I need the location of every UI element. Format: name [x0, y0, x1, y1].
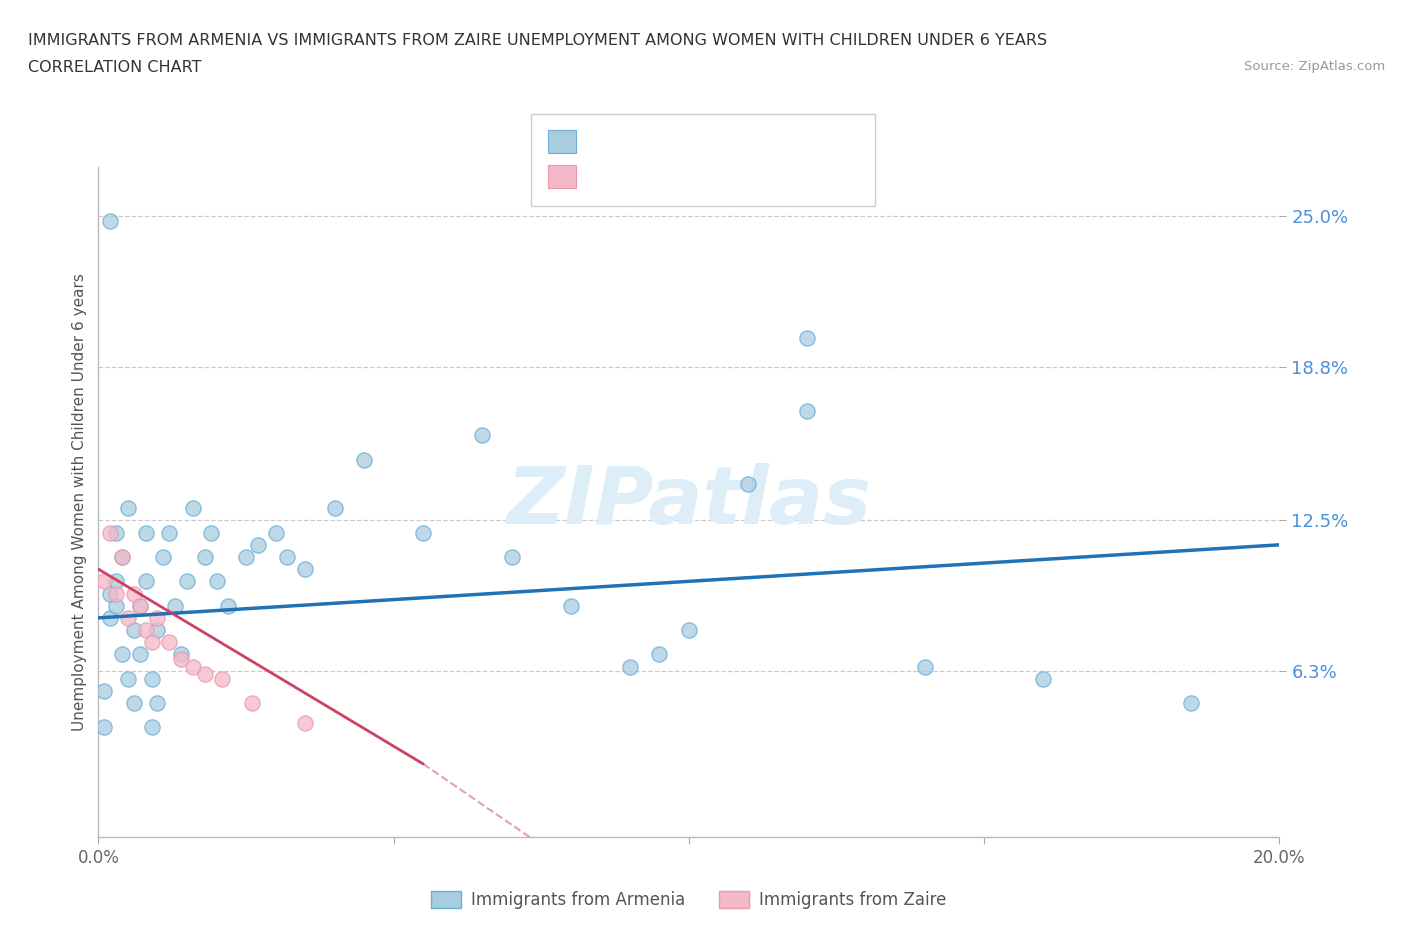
Point	[105, 525, 128, 540]
Point	[235, 550, 257, 565]
Point	[294, 562, 316, 577]
Text: ZIPatlas: ZIPatlas	[506, 463, 872, 541]
Point	[181, 659, 204, 674]
Text: Source: ZipAtlas.com: Source: ZipAtlas.com	[1244, 60, 1385, 73]
Point	[135, 622, 157, 637]
Point	[211, 671, 233, 686]
Point	[111, 647, 134, 662]
Point	[98, 610, 121, 625]
Point	[914, 659, 936, 674]
Text: 0.154: 0.154	[626, 128, 683, 146]
Point	[176, 574, 198, 589]
Point	[122, 622, 145, 637]
Point	[501, 550, 523, 565]
Point	[128, 598, 150, 613]
Point	[678, 622, 700, 637]
Point	[128, 598, 150, 613]
Point	[117, 610, 139, 625]
Point	[560, 598, 582, 613]
Text: CORRELATION CHART: CORRELATION CHART	[28, 60, 201, 75]
Text: IMMIGRANTS FROM ARMENIA VS IMMIGRANTS FROM ZAIRE UNEMPLOYMENT AMONG WOMEN WITH C: IMMIGRANTS FROM ARMENIA VS IMMIGRANTS FR…	[28, 33, 1047, 47]
Y-axis label: Unemployment Among Women with Children Under 6 years: Unemployment Among Women with Children U…	[72, 273, 87, 731]
Point	[205, 574, 228, 589]
Point	[105, 586, 128, 601]
Point	[146, 696, 169, 711]
Point	[353, 452, 375, 467]
Point	[157, 635, 180, 650]
Point	[93, 720, 115, 735]
Point	[194, 550, 217, 565]
Text: -0.506: -0.506	[626, 163, 685, 180]
Point	[117, 671, 139, 686]
Point	[146, 610, 169, 625]
Point	[135, 525, 157, 540]
Legend: Immigrants from Armenia, Immigrants from Zaire: Immigrants from Armenia, Immigrants from…	[425, 884, 953, 916]
Point	[240, 696, 263, 711]
Point	[471, 428, 494, 443]
Point	[98, 214, 121, 229]
Point	[93, 574, 115, 589]
Text: R =: R =	[582, 163, 613, 180]
Point	[412, 525, 434, 540]
Text: R =: R =	[582, 128, 613, 146]
Point	[796, 330, 818, 345]
Point	[264, 525, 287, 540]
Point	[128, 647, 150, 662]
Point	[170, 652, 193, 667]
Point	[1032, 671, 1054, 686]
Point	[105, 598, 128, 613]
Point	[135, 574, 157, 589]
Point	[105, 574, 128, 589]
Point	[200, 525, 222, 540]
Point	[117, 501, 139, 516]
Point	[98, 525, 121, 540]
Point	[648, 647, 671, 662]
Point	[111, 550, 134, 565]
Point	[165, 598, 187, 613]
Point	[141, 671, 163, 686]
Point	[217, 598, 239, 613]
Point	[170, 647, 193, 662]
Point	[246, 538, 269, 552]
Point	[323, 501, 346, 516]
Point	[737, 476, 759, 491]
Point	[276, 550, 298, 565]
Point	[294, 715, 316, 730]
Point	[146, 622, 169, 637]
Point	[98, 586, 121, 601]
Point	[157, 525, 180, 540]
Point	[122, 586, 145, 601]
Point	[194, 667, 217, 682]
Point	[796, 404, 818, 418]
Point	[111, 550, 134, 565]
Point	[141, 720, 163, 735]
Point	[1180, 696, 1202, 711]
Point	[152, 550, 174, 565]
Point	[181, 501, 204, 516]
Point	[93, 684, 115, 698]
Text: N = 17: N = 17	[700, 163, 758, 180]
Point	[122, 696, 145, 711]
Point	[141, 635, 163, 650]
Text: N = 52: N = 52	[700, 128, 758, 146]
Point	[619, 659, 641, 674]
